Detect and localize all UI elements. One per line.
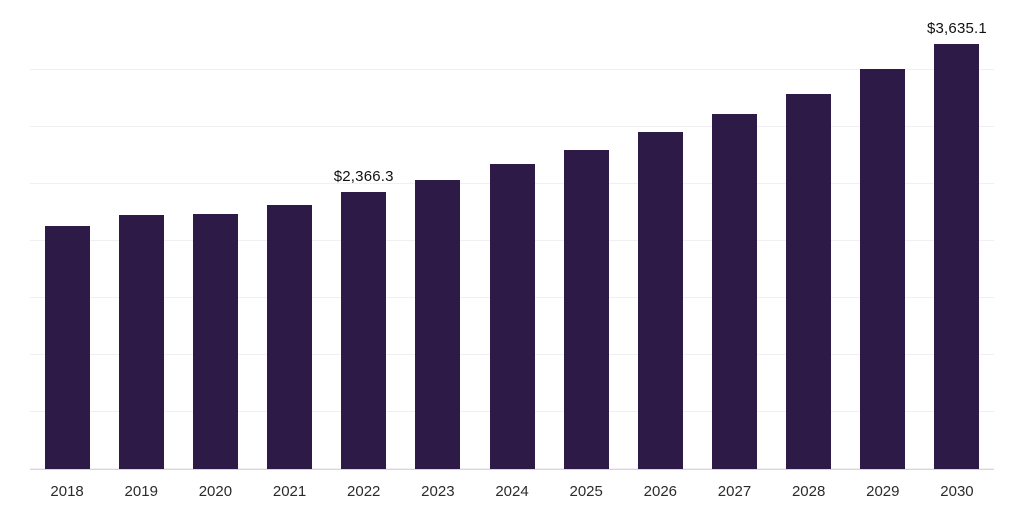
bar-2025 [563,149,609,469]
bar-column-2030: $3,635.1 [920,13,994,469]
x-tick-2019: 2019 [124,483,158,500]
bar-value-label-2030: $3,635.1 [926,19,987,37]
bar-2023 [415,180,461,469]
bar-2019 [118,215,164,469]
plot-area: $2,366.3 $3,635.1 [30,13,994,470]
bar-column-2018 [30,13,104,469]
x-axis: 2018 2019 2020 2021 2022 2023 2024 2025 2026 2027… [30,471,994,512]
bar-column-2021 [252,13,326,469]
bar-2022 [341,192,387,469]
bar-2020 [192,213,238,469]
x-tick-2026: 2026 [643,483,678,500]
bar-2027 [711,113,757,469]
x-tick-2018: 2018 [50,483,84,500]
bar-column-2025 [549,13,623,469]
x-tick-2022: 2022 [347,483,381,500]
bar-column-2023 [401,13,475,469]
bar-column-2022: $2,366.3 [327,13,401,469]
x-tick-2029: 2029 [866,483,900,500]
bar-column-2029 [846,13,920,469]
bar-column-2028 [772,13,846,469]
x-tick-2023: 2023 [421,483,455,500]
bar-column-2027 [697,13,771,469]
bar-column-2026 [623,13,697,469]
x-tick-2024: 2024 [495,483,529,500]
bar-column-2024 [475,13,549,469]
x-tick-2021: 2021 [272,483,307,500]
bar-2029 [860,69,906,469]
bar-2018 [44,225,90,469]
bar-2021 [267,204,313,469]
x-tick-2027: 2027 [717,483,752,500]
x-tick-2030: 2030 [940,483,974,500]
bar-column-2019 [104,13,178,469]
bar-2030 [934,43,980,469]
x-tick-2028: 2028 [791,483,826,500]
bar-2024 [489,164,535,469]
bar-2026 [637,131,683,469]
bar-column-2020 [178,13,252,469]
bar-2028 [786,93,832,469]
x-tick-2025: 2025 [569,483,603,500]
bar-value-label-2022: $2,366.3 [333,168,394,186]
x-tick-2020: 2020 [198,483,233,500]
